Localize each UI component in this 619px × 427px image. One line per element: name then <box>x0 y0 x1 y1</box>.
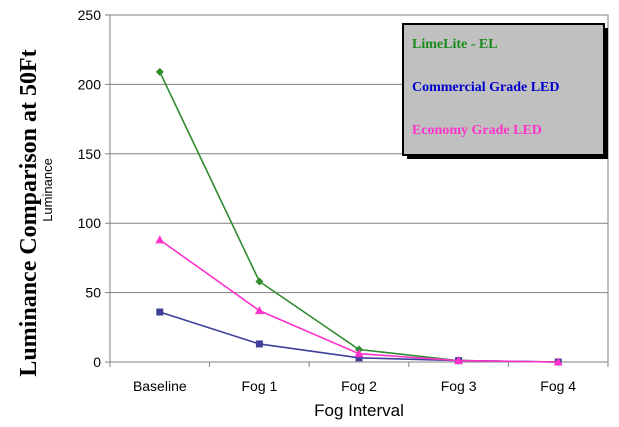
y-axis-title: Luminance <box>40 158 55 222</box>
chart-title: Luminance Comparison at 50Ft <box>16 49 42 376</box>
data-point <box>255 340 263 348</box>
x-axis-title: Fog Interval <box>314 401 404 420</box>
x-tick-label: Baseline <box>133 378 187 394</box>
data-point <box>255 277 264 286</box>
legend: LimeLite - EL Commercial Grade LED Economy… <box>402 23 608 159</box>
data-point <box>454 356 464 365</box>
series-3 <box>155 235 563 366</box>
data-point <box>553 357 563 366</box>
legend-entry: LimeLite - EL <box>412 37 498 52</box>
data-point <box>355 354 363 362</box>
y-tick-label: 200 <box>78 76 102 92</box>
legend-box <box>402 23 605 156</box>
legend-entry: Commercial Grade LED <box>412 80 560 95</box>
data-point <box>155 67 164 76</box>
x-tick-label: Fog 1 <box>241 378 277 394</box>
y-tick-label: 150 <box>78 146 102 162</box>
series-line <box>159 239 559 363</box>
y-tick-label: 0 <box>93 354 101 370</box>
y-tick-label: 50 <box>85 285 101 301</box>
x-tick-label: Fog 2 <box>341 378 377 394</box>
data-point <box>254 306 264 315</box>
plot-area <box>109 14 609 363</box>
data-point <box>155 235 165 244</box>
legend-entry: Economy Grade LED <box>412 123 542 138</box>
x-tick-label: Fog 3 <box>441 378 477 394</box>
x-tick-labels: Baseline Fog 1 Fog 2 Fog 3 Fog 4 <box>109 362 609 394</box>
data-point <box>354 349 364 358</box>
y-tick-labels: 0 50 100 150 200 250 <box>78 7 110 370</box>
data-point <box>156 308 164 316</box>
series-lines <box>155 67 563 366</box>
y-tick-label: 250 <box>78 7 102 23</box>
y-tick-label: 100 <box>78 215 102 231</box>
x-tick-label: Fog 4 <box>540 378 576 394</box>
